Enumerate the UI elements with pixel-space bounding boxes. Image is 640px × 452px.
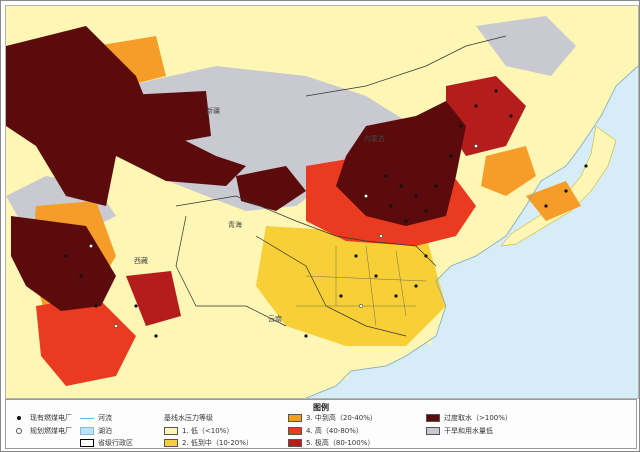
high-zone	[36, 296, 136, 386]
extremely-high-zone	[446, 76, 526, 156]
legend-province-boundary: 省级行政区	[80, 438, 133, 448]
arid-region	[476, 16, 576, 76]
legend-planned-plants: 规划燃煤电厂	[12, 426, 72, 436]
hollow-dot-icon	[16, 428, 22, 434]
medium-high-swatch-icon	[288, 414, 302, 422]
place-label: 青海	[228, 221, 242, 229]
place-label: 新疆	[206, 107, 220, 115]
boundary-swatch-icon	[80, 439, 94, 447]
legend-over-withdrawal: 过度取水（>100%）	[426, 413, 512, 423]
legend-title: 图例	[313, 403, 329, 412]
over-withdrawal-zone	[236, 166, 306, 211]
place-label: 西藏	[134, 257, 148, 265]
over-withdrawal-zone	[106, 91, 211, 146]
legend-existing-plants: 现有燃煤电厂	[12, 413, 72, 423]
legend-arid-low-use: 干旱和用水量低	[426, 426, 493, 436]
lake-swatch-icon	[80, 427, 94, 435]
existing-coal-plants	[64, 89, 588, 338]
place-label: 内蒙古	[364, 135, 385, 143]
legend-high: 4. 高（40-80%）	[288, 426, 363, 436]
country-boundary	[175, 35, 507, 337]
high-swatch-icon	[288, 427, 302, 435]
province-boundary	[296, 245, 427, 327]
planned-coal-plants	[89, 144, 478, 328]
legend-baseline-title: 基线水压力等级	[164, 414, 213, 422]
low-swatch-icon	[164, 427, 178, 435]
legend-extremely-high: 5. 极高（80-100%）	[288, 438, 374, 448]
medium-high-zone	[481, 146, 536, 196]
map-legend: 图例 现有燃煤电厂 规划燃煤电厂 河流 湖泊 省级行政区 基线水压力等级 1. …	[5, 399, 637, 449]
coastline	[305, 65, 638, 398]
low-medium-zone	[256, 226, 446, 346]
legend-low-medium: 2. 低到中（10-20%）	[164, 438, 253, 448]
water-stress-map	[6, 6, 638, 398]
extremely-high-zone	[126, 271, 181, 326]
extremely-high-swatch-icon	[288, 439, 302, 447]
japan-island	[500, 125, 617, 247]
place-label: 云南	[268, 315, 282, 323]
legend-lake: 湖泊	[80, 426, 112, 436]
over-withdrawal-zone	[336, 101, 466, 226]
arid-swatch-icon	[426, 427, 440, 435]
legend-medium-high: 3. 中到高（20-40%）	[288, 413, 377, 423]
over-withdrawal-swatch-icon	[426, 414, 440, 422]
over-withdrawal-zone	[11, 216, 116, 311]
river-line-icon	[80, 417, 94, 419]
legend-low: 1. 低（<10%）	[164, 426, 233, 436]
low-medium-swatch-icon	[164, 439, 178, 447]
map-canvas[interactable]: 西藏 青海 内蒙古 新疆 云南	[5, 5, 639, 399]
legend-river: 河流	[80, 413, 112, 423]
dot-icon	[17, 416, 21, 420]
